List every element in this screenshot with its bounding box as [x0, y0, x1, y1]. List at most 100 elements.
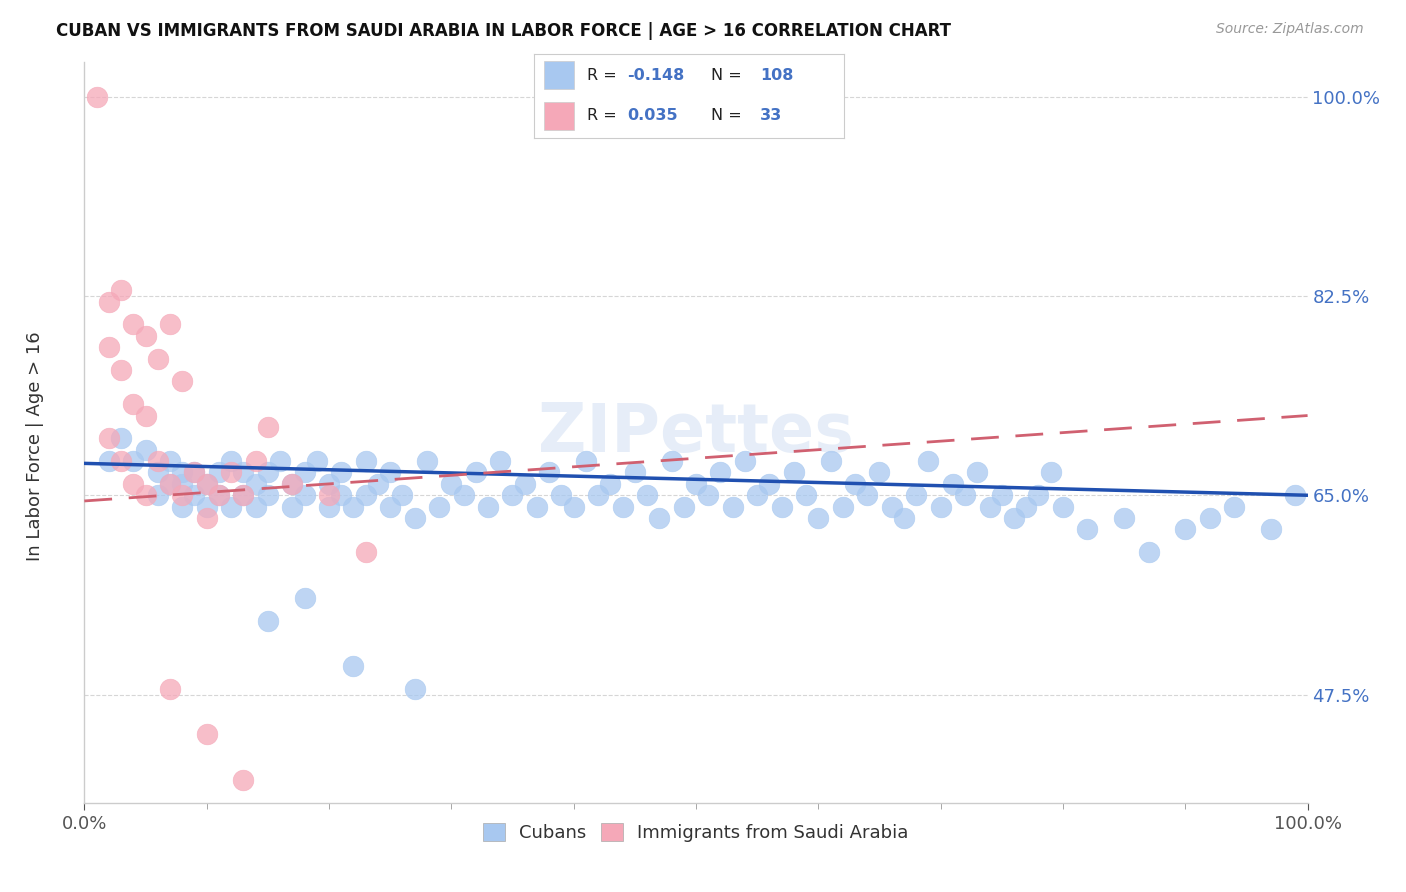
Point	[905, 488, 928, 502]
Point	[636, 488, 658, 502]
Point	[281, 500, 304, 514]
Point	[1137, 545, 1160, 559]
Text: -0.148: -0.148	[627, 68, 685, 83]
Point	[245, 454, 267, 468]
Point	[294, 466, 316, 480]
Point	[342, 659, 364, 673]
Point	[183, 466, 205, 480]
Point	[1015, 500, 1038, 514]
Bar	[544, 102, 575, 130]
Point	[721, 500, 744, 514]
Point	[538, 466, 561, 480]
Point	[159, 318, 181, 332]
Point	[575, 454, 598, 468]
Point	[734, 454, 756, 468]
Point	[146, 351, 169, 366]
Point	[183, 466, 205, 480]
Point	[110, 454, 132, 468]
Point	[110, 363, 132, 377]
Point	[294, 591, 316, 605]
Point	[159, 476, 181, 491]
Point	[586, 488, 609, 502]
Point	[929, 500, 952, 514]
Point	[159, 454, 181, 468]
Point	[562, 500, 585, 514]
Point	[880, 500, 903, 514]
Bar	[544, 62, 575, 89]
Point	[232, 488, 254, 502]
Point	[513, 476, 536, 491]
Point	[440, 476, 463, 491]
Point	[257, 614, 280, 628]
Point	[245, 476, 267, 491]
Point	[281, 476, 304, 491]
Point	[208, 466, 231, 480]
Text: ZIPettes: ZIPettes	[538, 400, 853, 466]
Point	[354, 454, 377, 468]
Point	[380, 466, 402, 480]
Point	[146, 488, 169, 502]
Text: 33: 33	[761, 108, 782, 123]
Point	[380, 500, 402, 514]
Point	[342, 500, 364, 514]
Point	[110, 283, 132, 297]
Point	[661, 454, 683, 468]
Point	[464, 466, 486, 480]
Point	[391, 488, 413, 502]
Point	[550, 488, 572, 502]
Point	[172, 375, 194, 389]
Text: R =: R =	[586, 108, 621, 123]
Point	[794, 488, 817, 502]
Point	[856, 488, 879, 502]
Point	[672, 500, 695, 514]
Point	[219, 466, 242, 480]
Point	[305, 454, 328, 468]
Point	[648, 511, 671, 525]
Text: R =: R =	[586, 68, 621, 83]
Point	[624, 466, 647, 480]
Point	[1002, 511, 1025, 525]
Point	[831, 500, 853, 514]
Point	[318, 488, 340, 502]
Point	[1284, 488, 1306, 502]
Point	[318, 476, 340, 491]
Point	[709, 466, 731, 480]
Point	[219, 454, 242, 468]
Point	[1028, 488, 1050, 502]
Point	[489, 454, 512, 468]
Point	[893, 511, 915, 525]
Point	[991, 488, 1014, 502]
Point	[232, 772, 254, 787]
Point	[195, 476, 218, 491]
Point	[318, 500, 340, 514]
Point	[869, 466, 891, 480]
Point	[685, 476, 707, 491]
Point	[1076, 523, 1098, 537]
Point	[135, 328, 157, 343]
Point	[404, 681, 426, 696]
Point	[453, 488, 475, 502]
Point	[404, 511, 426, 525]
Point	[172, 466, 194, 480]
Point	[427, 500, 450, 514]
Point	[599, 476, 621, 491]
Point	[844, 476, 866, 491]
Point	[232, 466, 254, 480]
Point	[942, 476, 965, 491]
Text: In Labor Force | Age > 16: In Labor Force | Age > 16	[27, 331, 44, 561]
Text: CUBAN VS IMMIGRANTS FROM SAUDI ARABIA IN LABOR FORCE | AGE > 16 CORRELATION CHAR: CUBAN VS IMMIGRANTS FROM SAUDI ARABIA IN…	[56, 22, 952, 40]
Point	[1198, 511, 1220, 525]
Point	[807, 511, 830, 525]
Point	[122, 476, 145, 491]
Point	[1052, 500, 1074, 514]
Point	[86, 89, 108, 103]
Point	[281, 476, 304, 491]
Legend: Cubans, Immigrants from Saudi Arabia: Cubans, Immigrants from Saudi Arabia	[477, 815, 915, 849]
Point	[697, 488, 720, 502]
Point	[172, 500, 194, 514]
Point	[97, 454, 120, 468]
Point	[917, 454, 939, 468]
Point	[208, 488, 231, 502]
Point	[758, 476, 780, 491]
Point	[135, 488, 157, 502]
